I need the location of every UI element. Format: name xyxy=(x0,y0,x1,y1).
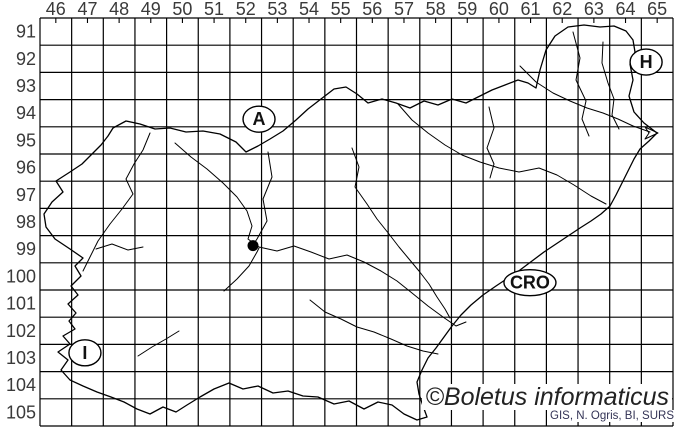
x-axis-label: 51 xyxy=(204,0,224,19)
river-soca xyxy=(82,132,151,272)
y-axis-label: 96 xyxy=(16,158,36,178)
slovenia-border xyxy=(43,24,658,421)
river-savinja xyxy=(351,147,451,319)
country-labels: A H CRO I xyxy=(68,48,663,367)
x-axis-label: 60 xyxy=(489,0,509,19)
country-ellipse-i xyxy=(68,339,102,367)
occurrence-marker-layer xyxy=(247,240,259,252)
attribution-text: GIS, N. Ogris, BI, SURS xyxy=(548,410,676,422)
x-axis-label: 46 xyxy=(46,0,66,19)
x-axis-label: 53 xyxy=(267,0,287,19)
x-axis-labels: 46 47 48 49 50 51 52 53 54 55 56 57 58 59 60 61 62 63 64 65 xyxy=(46,0,667,19)
occurrence-dot xyxy=(247,240,259,252)
x-axis-label: 47 xyxy=(77,0,97,19)
quadrant-ticks xyxy=(55,18,658,23)
copyright-text: ©Boletus informaticus xyxy=(422,384,672,410)
river-idrijca xyxy=(95,243,144,251)
y-axis-label: 100 xyxy=(6,266,36,286)
y-axis-label: 103 xyxy=(6,348,36,368)
y-axis-label: 102 xyxy=(6,321,36,341)
x-axis-label: 61 xyxy=(521,0,541,19)
river-sava xyxy=(174,142,467,327)
y-axis-label: 94 xyxy=(16,103,36,123)
country-ellipse-a xyxy=(242,105,276,133)
country-ellipse-h xyxy=(629,48,663,76)
river-reka xyxy=(137,330,180,357)
y-axis-label: 98 xyxy=(16,212,36,232)
x-axis-label: 52 xyxy=(236,0,256,19)
x-axis-label: 64 xyxy=(616,0,636,19)
y-axis-label: 93 xyxy=(16,76,36,96)
rivers xyxy=(82,31,659,357)
x-axis-label: 54 xyxy=(299,0,319,19)
river-krka xyxy=(309,299,439,355)
river-tributary-north xyxy=(252,151,273,246)
river-ledava xyxy=(572,31,590,137)
x-axis-label: 50 xyxy=(172,0,192,19)
y-axis-label: 97 xyxy=(16,185,36,205)
x-axis-label: 62 xyxy=(552,0,572,19)
country-code-a: A xyxy=(253,109,266,129)
river-mura-arrow xyxy=(644,126,659,140)
x-axis-label: 55 xyxy=(331,0,351,19)
country-code-i: I xyxy=(82,343,87,363)
map-outline-layer xyxy=(43,24,659,421)
y-axis-labels: 91 92 93 94 95 96 97 98 99 100 101 102 103 104 105 xyxy=(6,22,36,423)
country-code-cro: CRO xyxy=(510,273,550,293)
x-axis-label: 63 xyxy=(584,0,604,19)
river-pesnica xyxy=(486,106,495,179)
x-axis-label: 59 xyxy=(457,0,477,19)
x-axis-label: 58 xyxy=(426,0,446,19)
country-ellipse-cro xyxy=(503,268,557,297)
y-axis-label: 105 xyxy=(6,402,36,422)
x-axis-label: 48 xyxy=(109,0,129,19)
y-axis-label: 91 xyxy=(16,22,36,42)
x-axis-label: 56 xyxy=(362,0,382,19)
river-ne-stream xyxy=(601,41,620,130)
x-axis-label: 65 xyxy=(647,0,667,19)
y-axis-label: 99 xyxy=(16,239,36,259)
river-mura xyxy=(519,65,651,133)
y-axis-label: 104 xyxy=(6,375,36,395)
country-code-h: H xyxy=(640,52,653,72)
x-axis-label: 49 xyxy=(141,0,161,19)
x-axis-label: 57 xyxy=(394,0,414,19)
y-axis-label: 101 xyxy=(6,294,36,314)
river-ljubljanica xyxy=(223,247,260,292)
grid-lines xyxy=(39,17,674,427)
river-drava xyxy=(397,103,607,205)
y-axis-label: 95 xyxy=(16,130,36,150)
y-axis-label: 92 xyxy=(16,49,36,69)
